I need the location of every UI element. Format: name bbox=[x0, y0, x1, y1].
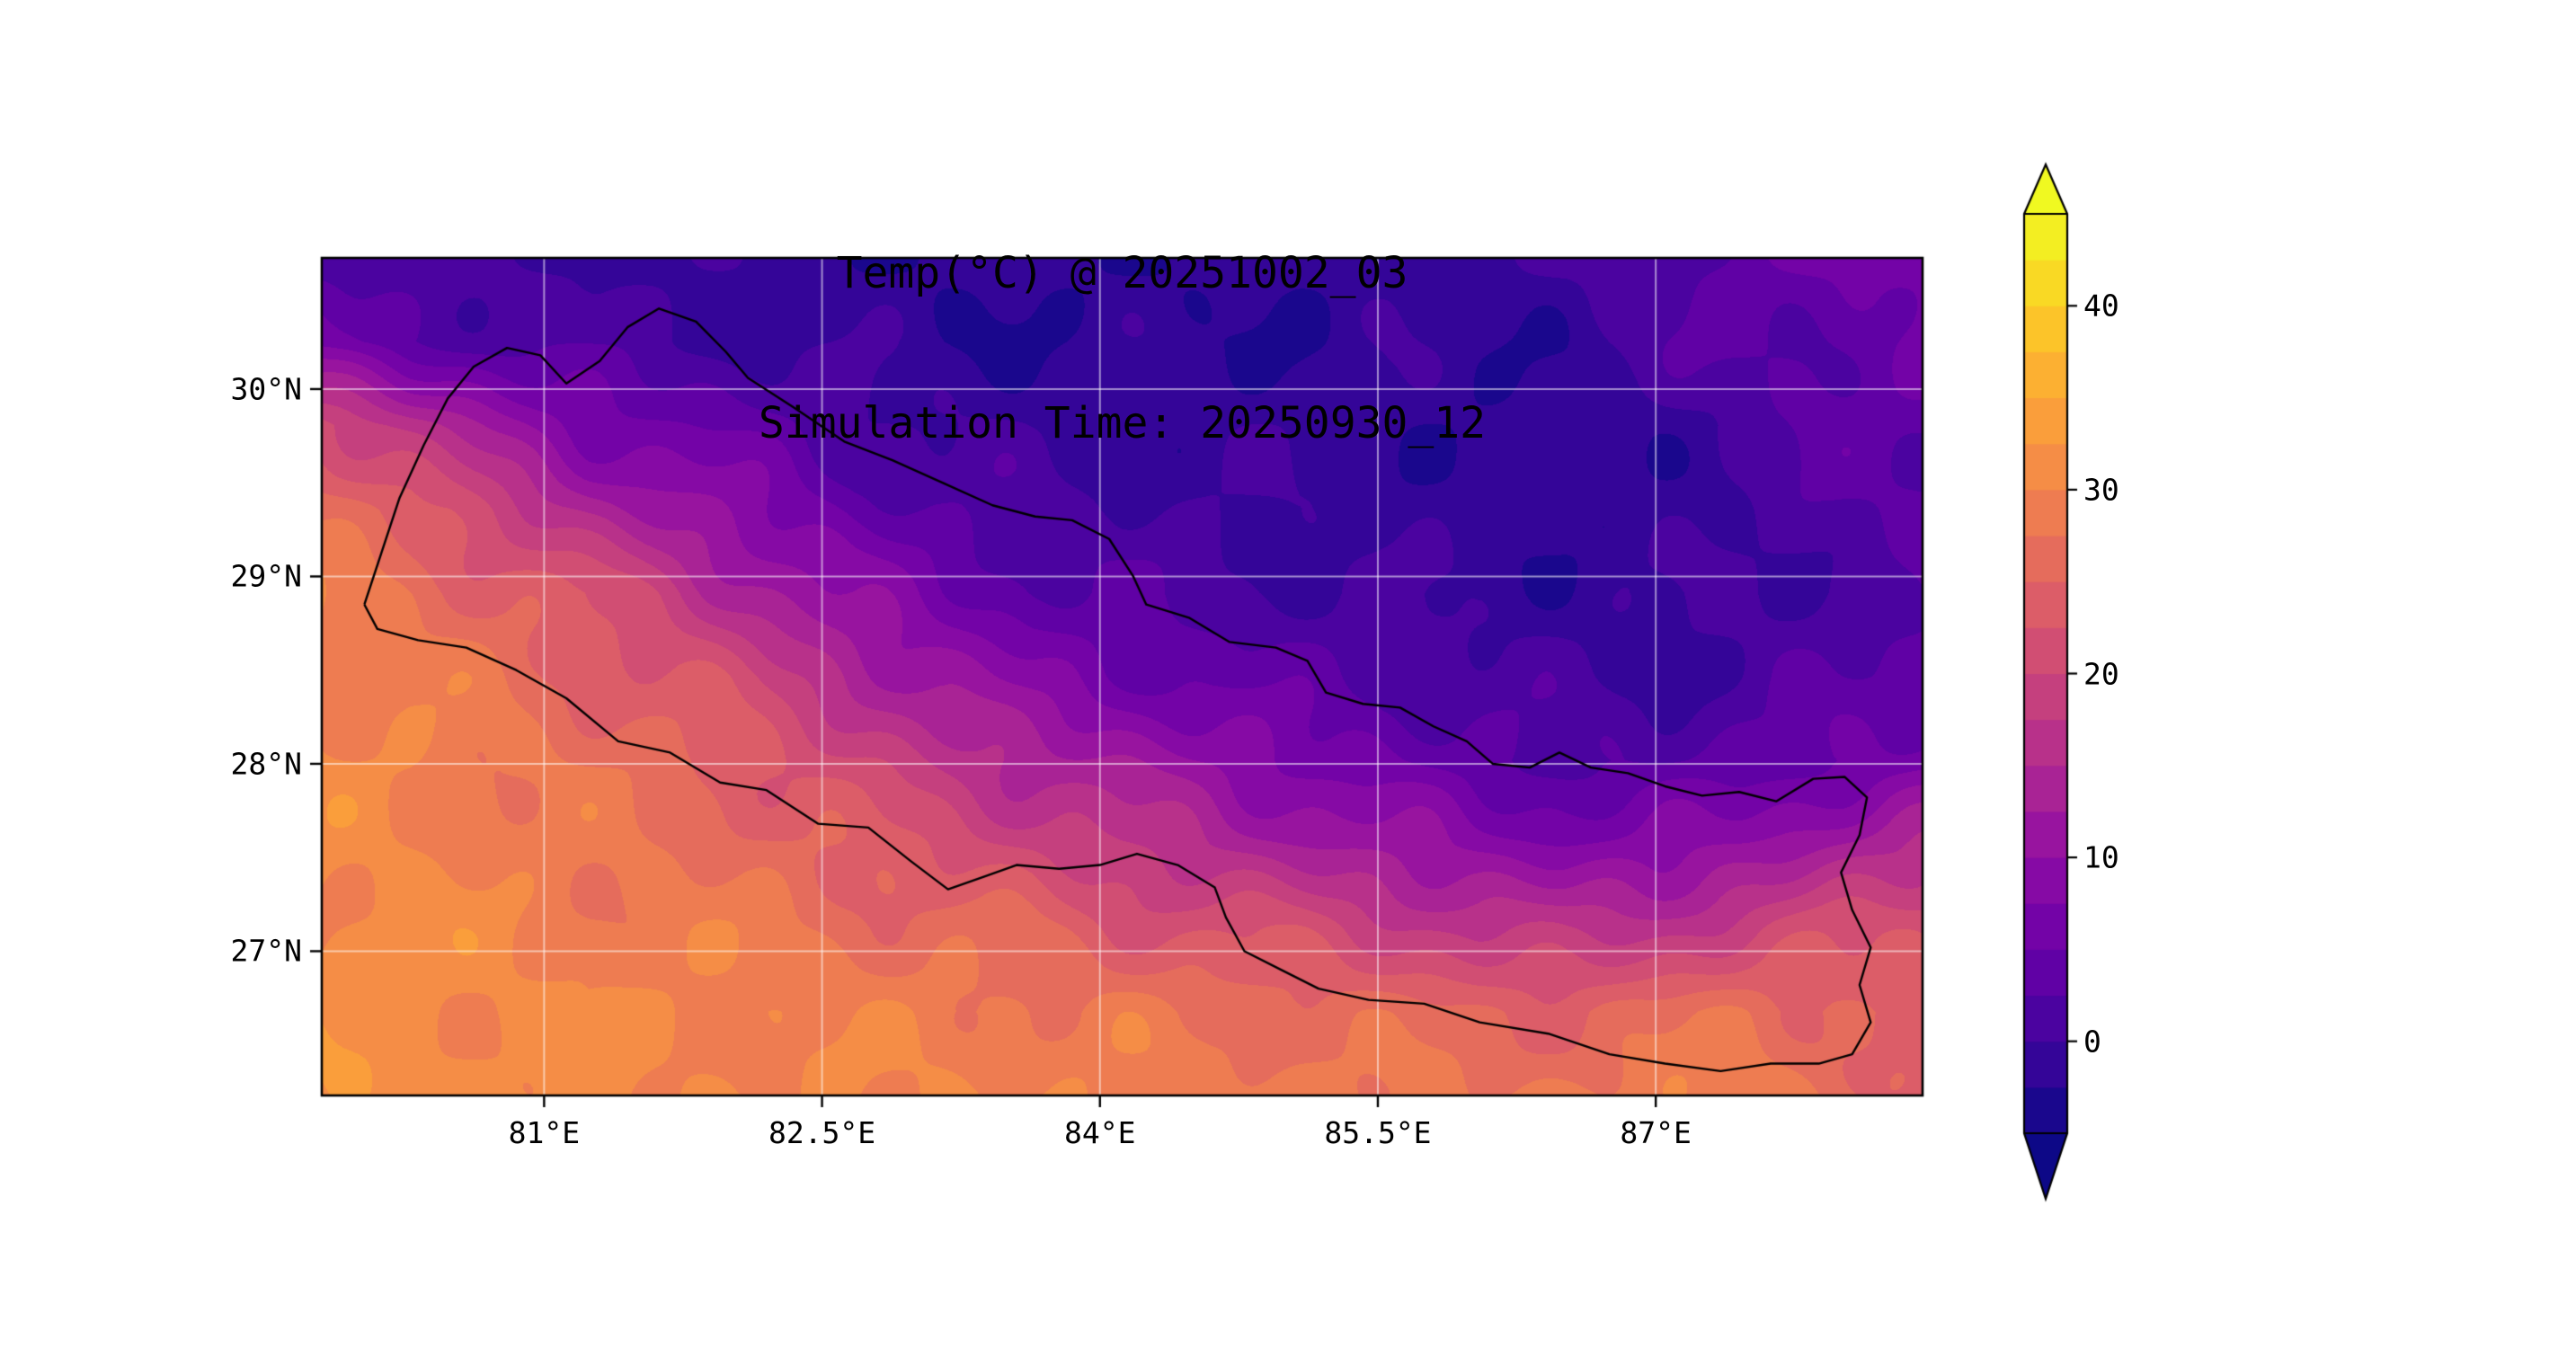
x-tick-label-81e: 81°E bbox=[508, 1115, 581, 1150]
colorbar-tick-label-20: 20 bbox=[2083, 656, 2119, 691]
y-tick-label-28n: 28°N bbox=[230, 746, 302, 782]
y-tick-label-29n: 29°N bbox=[230, 558, 302, 594]
colorbar-tick-label-30: 30 bbox=[2083, 472, 2119, 508]
colorbar-tick-label-10: 10 bbox=[2083, 839, 2119, 875]
title-line-2: Simulation Time: 20250930_12 bbox=[758, 398, 1487, 449]
x-tick-label-85-5e: 85.5°E bbox=[1324, 1115, 1432, 1150]
x-tick-label-87e: 87°E bbox=[1620, 1115, 1692, 1150]
y-tick-label-27n: 27°N bbox=[230, 933, 302, 969]
colorbar-tick-label-0: 0 bbox=[2083, 1024, 2101, 1060]
x-tick-label-84e: 84°E bbox=[1064, 1115, 1136, 1150]
colorbar-tick-label-40: 40 bbox=[2083, 288, 2119, 324]
chart-title: Temp(°C) @ 20251002_03 Simulation Time: … bbox=[322, 149, 1923, 549]
title-line-1: Temp(°C) @ 20251002_03 bbox=[836, 248, 1408, 299]
y-tick-label-30n: 30°N bbox=[230, 371, 302, 407]
x-tick-label-82-5e: 82.5°E bbox=[768, 1115, 876, 1150]
